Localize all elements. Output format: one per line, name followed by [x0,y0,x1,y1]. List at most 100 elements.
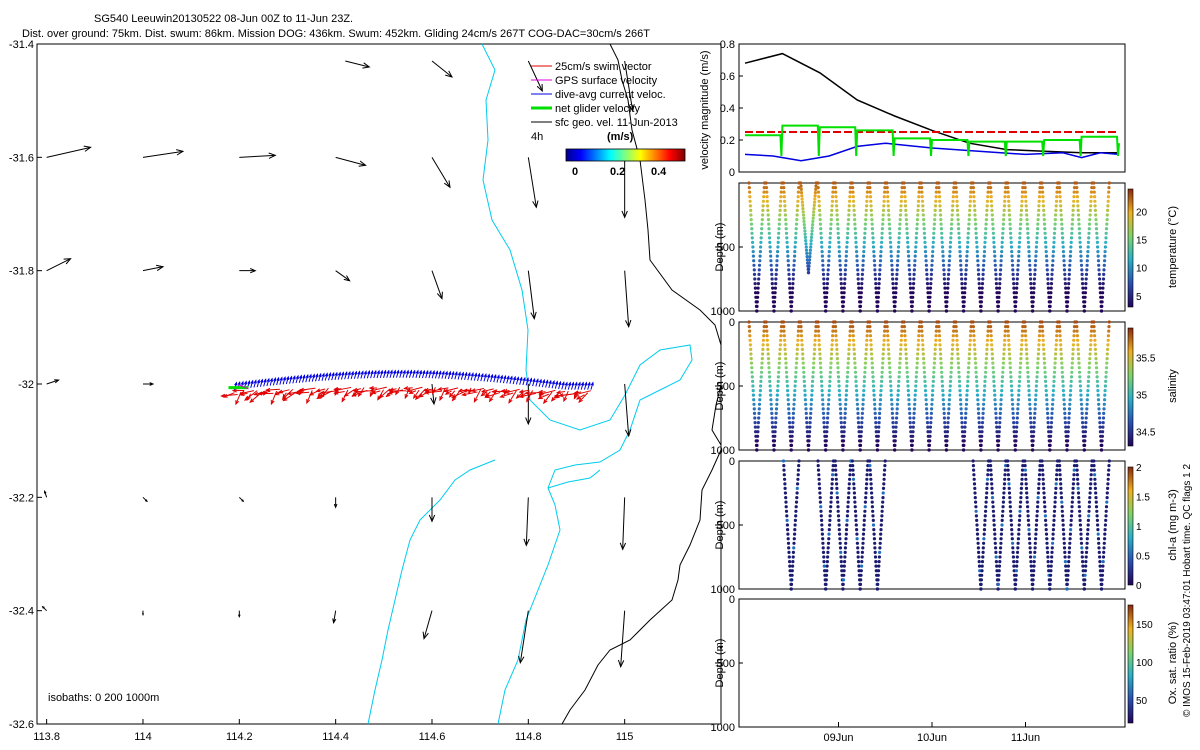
temperature-panel-dive-5-pt [844,259,848,263]
temperature-panel-dive-1-pt [777,231,781,235]
salinity-panel-dive-19-pt [1087,361,1092,365]
chla-panel-dive-19-pt [1080,555,1084,559]
temperature-panel-dive-10-pt [923,236,927,240]
salinity-panel-dive-10-pt [930,407,934,411]
chla-panel-dive-19-pt [1078,518,1082,523]
temperature-panel-dive-2-pt [783,199,787,203]
chla-panel-dive-18-pt [1070,505,1074,509]
salinity-panel-dive-1-pt [774,411,778,415]
temperature-panel-dive-14-pt [997,291,1001,295]
temperature-panel-dive-9-pt [903,190,907,194]
salinity-panel-dive-15-pt [1009,379,1013,383]
salinity-panel-dive-0-pt [762,329,766,333]
salinity-panel-dive-4-pt [831,334,835,338]
salinity-panel-dive-10-pt [929,411,934,415]
salinity-panel-dive-3-pt [804,416,809,420]
temperature-panel-dive-0-pt [750,227,754,231]
salinity-panel-dive-19-pt [1079,402,1084,406]
temperature-panel-dive-0-pt [753,282,757,286]
salinity-panel-dive-12-pt [963,421,967,425]
chla-panel-dive-18-pt [1058,468,1062,472]
geo-vector-36-head [617,659,625,668]
salinity-panel-dive-12-pt [956,361,961,365]
chla-panel-dive-7-pt [882,477,886,481]
salinity-panel-dive-18-pt [1059,347,1063,351]
temperature-panel-dive-6-pt [860,286,864,290]
salinity-panel-dive-6-pt [856,416,860,420]
temperature-panel-dive-15-pt [1020,204,1024,208]
geo-vector-29-head [619,542,627,551]
dac-vector-77 [483,373,487,382]
dac-vector-47 [386,369,390,378]
salinity-panel-dive-11-pt [943,430,947,434]
salinity-panel-dive-9-pt [914,384,918,388]
swim-vector-98-head [543,399,548,405]
swim-vector-99 [538,389,556,396]
chla-panel-dive-5-pt [846,505,850,509]
chla-panel-dive-4-pt [824,582,828,587]
temperature-panel-dive-0-pt [752,272,757,276]
chla-panel-dive-19-pt [1085,541,1089,545]
salinity-panel-dive-4-pt [828,384,832,388]
temperature-panel-dive-13-pt [979,304,983,308]
temperature-panel-dive-11-pt [937,190,941,194]
chla-panel-dive-13-pt [984,505,988,509]
salinity-panel-dive-20-pt [1107,320,1111,324]
salinity-panel-dive-6-pt [851,325,855,329]
salinity-panel-dive-9-pt [911,434,915,438]
salinity-panel-dive-18-pt [1068,402,1072,406]
salinity-panel-dive-20-pt [1094,361,1098,365]
geo-vector-9-head [536,83,543,93]
salinity-panel-dive-1-pt [777,357,782,361]
temperature-panel-dive-12-pt [965,245,970,249]
swim-vector-77 [470,387,485,393]
temperature-panel-dive-11-pt [945,304,949,308]
salinity-panel-dive-9-pt [906,379,910,383]
salinity-panel-dive-5-pt [839,411,843,415]
chla-panel-dive-19-pt [1081,564,1085,568]
dac-vector-100 [558,380,562,390]
salinity-panel-dive-10-pt [932,370,936,374]
salinity-panel-dive-11-pt [937,334,942,338]
chla-panel-dive-14-pt [998,555,1002,559]
salinity-panel-dive-18-pt [1072,338,1076,342]
temperature-panel-dive-8-pt [885,190,890,194]
temperature-panel-dive-18-pt [1061,240,1065,244]
salinity-panel-dive-13-pt [976,402,980,406]
dac-vector-52 [402,369,406,378]
salinity-panel-dive-19-pt [1082,448,1086,452]
dac-vector-80 [493,373,497,383]
salinity-panel-dive-5-pt [846,370,850,374]
salinity-panel-dive-6-pt [854,384,858,388]
temperature-panel-dive-13-pt [984,231,988,235]
swim-vector-66-shaft [438,387,449,390]
salinity-panel-dive-0-pt [761,352,765,356]
temperature-panel-dive-4-pt [821,259,825,263]
chla-panel-dive-4-pt [829,496,833,500]
salinity-panel-dive-5-pt [848,334,852,338]
salinity-panel-dive-16-pt [1037,343,1041,347]
salinity-panel-dive-9-pt [913,398,917,402]
chla-panel-dive-19-pt [1081,569,1085,573]
salinity-panel-dive-14-pt [992,389,997,393]
chla-panel-dive-17-pt [1053,500,1057,504]
temperature-panel-dive-10-pt [932,222,937,226]
salinity-panel-dive-0-pt [757,402,762,406]
chla-panel-dive-17-pt [1045,537,1049,541]
temperature-panel-dive-6-pt [852,213,857,217]
salinity-panel-dive-8-pt [896,384,901,388]
dac-vector-40-head [363,370,367,375]
salinity-panel-dive-10-pt [923,384,927,388]
salinity-panel-dive-9-pt [912,421,916,425]
geo-vector-13 [239,268,257,274]
chla-panel-dive-19-pt [1088,486,1092,490]
salinity-panel-dive-14-pt [991,370,996,374]
swim-vector-41-head [351,392,357,397]
salinity-panel-dive-11-pt [941,398,945,402]
salinity-panel-dive-19-pt [1087,366,1091,370]
chla-panel-dive-14-pt [992,518,996,523]
chla-panel-dive-14-pt [1003,477,1007,481]
chla-panel-dive-17-pt [1041,468,1045,472]
salinity-panel-dive-1-pt [766,347,770,351]
